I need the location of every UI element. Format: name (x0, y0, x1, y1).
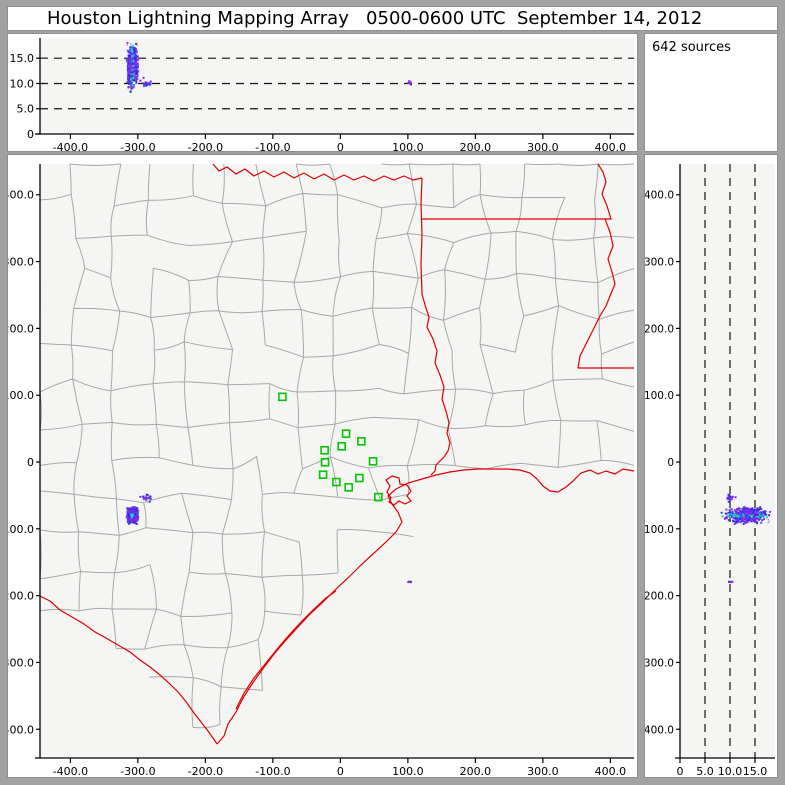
svg-text:400.0: 400.0 (595, 141, 627, 151)
svg-text:5.0: 5.0 (696, 765, 714, 777)
svg-text:-200.0: -200.0 (188, 765, 223, 777)
svg-text:-200.0: -200.0 (188, 141, 223, 151)
svg-text:0: 0 (27, 128, 34, 141)
svg-text:-100.0: -100.0 (8, 523, 34, 536)
svg-text:-300.0: -300.0 (120, 765, 155, 777)
svg-text:400.0: 400.0 (595, 765, 627, 777)
svg-text:-400.0: -400.0 (53, 141, 88, 151)
svg-text:-300.0: -300.0 (120, 141, 155, 151)
title-bar: Houston Lightning Mapping Array 0500-060… (7, 6, 778, 31)
svg-text:300.0: 300.0 (8, 256, 34, 269)
svg-text:-200.0: -200.0 (8, 590, 34, 603)
svg-text:0: 0 (337, 765, 344, 777)
svg-text:-400.0: -400.0 (645, 724, 674, 736)
svg-text:200.0: 200.0 (460, 141, 492, 151)
page-title: Houston Lightning Mapping Array 0500-060… (47, 8, 703, 29)
panel-plan-view-map: 400.0 300.0 200.0 100.0 0 -100.0 -200.0 -300.0 -… (7, 154, 638, 778)
svg-text:15.0: 15.0 (743, 765, 768, 777)
svg-text:400.0: 400.0 (8, 189, 34, 202)
svg-text:300.0: 300.0 (645, 257, 674, 269)
svg-text:5.0: 5.0 (17, 103, 35, 116)
svg-text:10.0: 10.0 (10, 77, 35, 90)
svg-text:0: 0 (337, 141, 344, 151)
svg-text:0: 0 (27, 456, 34, 469)
svg-text:-100.0: -100.0 (255, 765, 290, 777)
panel-source-count: 642 sources (644, 33, 778, 152)
svg-text:200.0: 200.0 (645, 323, 674, 335)
svg-text:100.0: 100.0 (392, 765, 424, 777)
altitude-ew-plot: 0 5.0 10.0 15.0 -400.0 -300.0 -200.0 -100.0 0 100… (10, 38, 634, 151)
svg-text:-400.0: -400.0 (53, 765, 88, 777)
svg-text:100.0: 100.0 (645, 390, 674, 402)
svg-text:-300.0: -300.0 (645, 657, 674, 669)
svg-text:15.0: 15.0 (10, 52, 35, 65)
svg-text:400.0: 400.0 (645, 190, 674, 202)
svg-text:200.0: 200.0 (460, 765, 492, 777)
svg-text:200.0: 200.0 (8, 322, 34, 335)
plan-view-map-plot: 400.0 300.0 200.0 100.0 0 -100.0 -200.0 -300.0 -… (8, 163, 635, 777)
svg-text:300.0: 300.0 (527, 141, 559, 151)
svg-text:-300.0: -300.0 (8, 656, 34, 669)
svg-text:-100.0: -100.0 (255, 141, 290, 151)
source-count-label: 642 sources (652, 40, 731, 55)
svg-text:0: 0 (677, 765, 684, 777)
panel-altitude-vs-ew: 0 5.0 10.0 15.0 -400.0 -300.0 -200.0 -100.0 0 100… (7, 33, 638, 152)
svg-text:300.0: 300.0 (527, 765, 559, 777)
panel-ns-vs-altitude: 400.0 300.0 200.0 100.0 0 -100.0 -200.0 -300.0 -… (644, 154, 778, 778)
svg-text:100.0: 100.0 (8, 389, 34, 402)
svg-text:-100.0: -100.0 (645, 524, 674, 536)
svg-text:-200.0: -200.0 (645, 591, 674, 603)
svg-text:10.0: 10.0 (718, 765, 743, 777)
ns-altitude-plot: 400.0 300.0 200.0 100.0 0 -100.0 -200.0 -300.0 -… (645, 164, 775, 777)
svg-text:100.0: 100.0 (392, 141, 424, 151)
svg-text:0: 0 (667, 457, 674, 469)
svg-text:-400.0: -400.0 (8, 723, 34, 736)
